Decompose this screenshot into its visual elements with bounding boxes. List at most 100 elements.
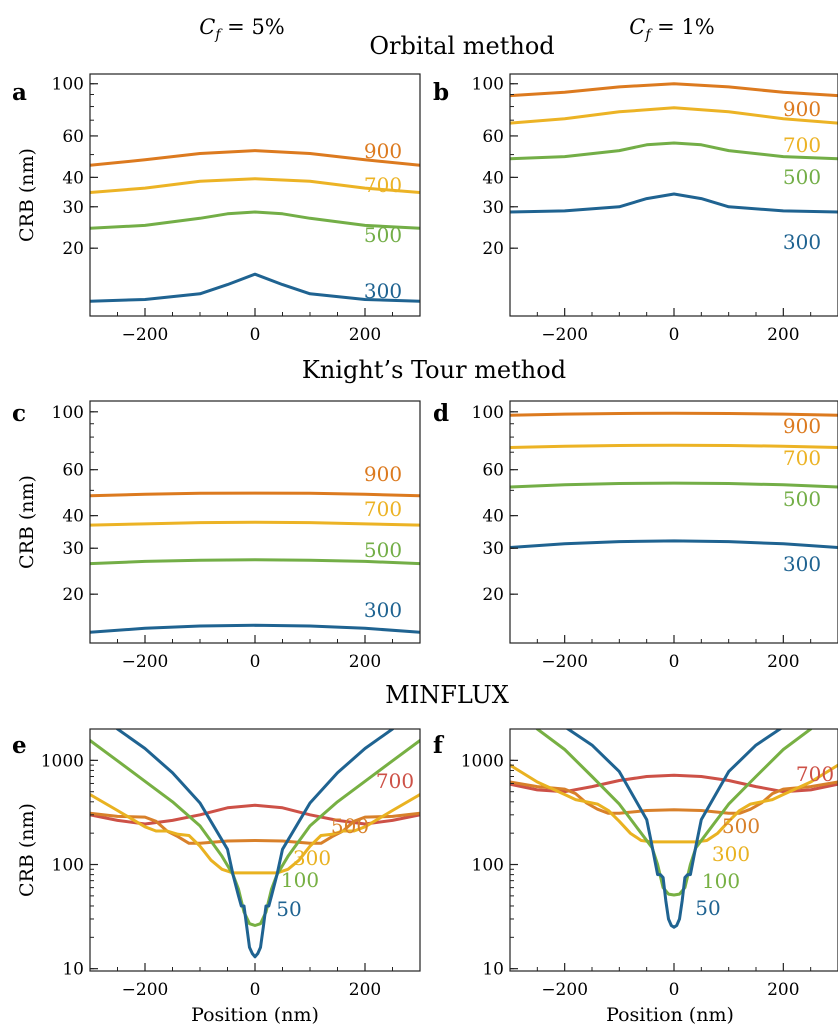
x-tick-label: 200 (349, 652, 381, 672)
y-tick-label: 30 (62, 539, 84, 559)
series-label-700: 700 (364, 173, 402, 197)
series-label-300: 300 (364, 598, 402, 622)
series-line-300 (90, 272, 420, 303)
series-line-500 (90, 210, 420, 230)
y-axis-label: CRB (nm) (16, 803, 38, 897)
y-tick-label: 60 (482, 127, 504, 147)
x-tick-label: 0 (669, 652, 680, 672)
y-tick-label: 60 (62, 461, 84, 481)
series-line-500 (510, 481, 838, 489)
series-line-700 (90, 520, 420, 527)
panel-letter: f (433, 732, 445, 759)
series-group (510, 729, 838, 929)
series-line-500 (90, 558, 420, 566)
plot-frame (509, 728, 838, 972)
x-tick-label: 0 (250, 980, 261, 1000)
y-tick-label: 40 (62, 507, 84, 527)
y-tick-label: 40 (482, 168, 504, 188)
series-label-100: 100 (702, 869, 740, 893)
y-tick-label: 10 (62, 960, 84, 980)
panel-b: 20 30 40 60 100 −200 0 200 b 900 700 500 300 (433, 73, 838, 345)
series-line-700 (510, 443, 838, 449)
series-label-300: 300 (783, 552, 821, 576)
section-title-minflux: MINFLUX (385, 681, 509, 709)
series-line-700 (90, 177, 420, 194)
series-label-900: 900 (364, 139, 402, 163)
y-axis-label: CRB (nm) (16, 475, 38, 569)
series-label-300: 300 (783, 230, 821, 254)
y-tick-label: 100 (52, 75, 84, 95)
x-tick-label: 200 (349, 325, 381, 345)
series-line-50 (565, 729, 783, 929)
panel-c: 20 30 40 60 100 −200 0 200 CRB (nm) c 900 700 500 300 (12, 400, 421, 672)
y-tick-label: 30 (482, 539, 504, 559)
series-group (90, 149, 420, 303)
section-title-knights-tour: Knight’s Tour method (302, 356, 566, 384)
y-tick-label: 40 (62, 168, 84, 188)
y-tick-label: 100 (52, 403, 84, 423)
series-label-500: 500 (783, 487, 821, 511)
series-line-700 (510, 106, 838, 125)
y-tick-label: 100 (472, 856, 504, 876)
series-line-500 (510, 780, 838, 815)
x-tick-label: −200 (122, 980, 169, 1000)
series-line-700 (90, 803, 420, 826)
series-group (90, 491, 420, 634)
panel-letter: e (12, 732, 27, 759)
series-group (510, 411, 838, 549)
series-label-900: 900 (783, 97, 821, 121)
series-line-300 (510, 763, 838, 844)
y-tick-label: 100 (472, 403, 504, 423)
series-label-500: 500 (364, 538, 402, 562)
series-label-50: 50 (276, 897, 301, 921)
series-line-300 (510, 539, 838, 549)
series-label-500: 500 (364, 223, 402, 247)
y-tick-label: 60 (482, 461, 504, 481)
series-line-100 (90, 739, 420, 927)
column-header-right: Cf = 1% (629, 15, 715, 43)
x-tick-label: −200 (122, 652, 169, 672)
series-label-300: 300 (712, 842, 750, 866)
series-line-900 (90, 149, 420, 167)
series-group (510, 82, 838, 214)
x-tick-label: −200 (122, 325, 169, 345)
series-label-500: 500 (331, 814, 369, 838)
series-line-100 (535, 729, 813, 897)
y-tick-label: 30 (62, 198, 84, 218)
series-label-500: 500 (783, 165, 821, 189)
series-label-300: 300 (293, 846, 331, 870)
x-tick-label: 0 (250, 652, 261, 672)
y-tick-label: 20 (482, 585, 504, 605)
plot-frame (89, 728, 421, 972)
y-tick-label: 30 (482, 198, 504, 218)
series-line-500 (90, 811, 420, 845)
series-line-700 (510, 773, 838, 794)
series-group (90, 729, 420, 959)
series-label-50: 50 (695, 896, 720, 920)
panel-letter: c (12, 400, 26, 427)
y-tick-label: 100 (52, 856, 84, 876)
series-label-500: 500 (722, 814, 760, 838)
panel-letter: d (433, 400, 449, 427)
x-tick-label: −200 (541, 652, 588, 672)
y-tick-label: 20 (62, 585, 84, 605)
panel-f: 10 100 1000 −200 0 200 Position (nm) f 700 500 300… (433, 728, 838, 1026)
y-tick-label: 40 (482, 507, 504, 527)
panel-d: 20 30 40 60 100 −200 0 200 d 900 700 500 300 (433, 400, 838, 672)
series-line-900 (90, 491, 420, 498)
y-tick-label: 10 (482, 960, 504, 980)
series-line-300 (510, 192, 838, 214)
x-tick-label: 0 (669, 980, 680, 1000)
panel-letter: a (12, 79, 27, 106)
series-line-900 (510, 82, 838, 98)
series-line-50 (116, 729, 394, 959)
series-line-300 (90, 623, 420, 634)
section-title-orbital: Orbital method (369, 32, 554, 60)
series-label-700: 700 (783, 133, 821, 157)
x-tick-label: 200 (767, 325, 799, 345)
x-tick-label: 200 (349, 980, 381, 1000)
x-tick-label: 0 (250, 325, 261, 345)
y-tick-label: 60 (62, 127, 84, 147)
